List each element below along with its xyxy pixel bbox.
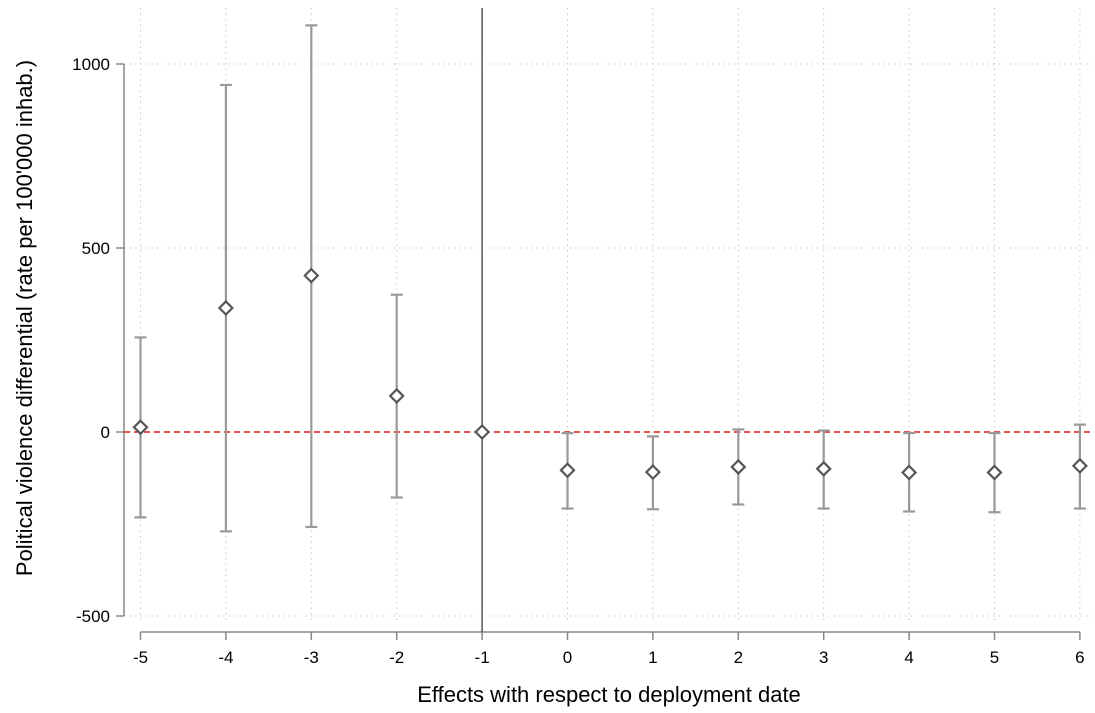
x-tick-label: -4 <box>218 648 233 667</box>
reference-lines <box>124 8 1093 632</box>
x-tick-label: 5 <box>990 648 999 667</box>
point-marker <box>644 464 661 481</box>
point-estimates <box>132 267 1088 481</box>
point-marker <box>986 464 1003 481</box>
point-marker <box>388 387 405 404</box>
point-marker <box>730 458 747 476</box>
x-tick-label: 3 <box>819 648 828 667</box>
point-marker <box>474 423 491 441</box>
x-tick-label: -5 <box>133 648 148 667</box>
x-tick-label: -3 <box>304 648 319 667</box>
tick-labels: -500 0 500 1000 -5 -4 -3 -2 -1 0 1 2 3 4 5 6 <box>72 55 1084 667</box>
y-tick-label: 500 <box>82 239 110 258</box>
y-tick-label: -500 <box>76 607 110 626</box>
x-tick-label: -1 <box>475 648 490 667</box>
y-tick-label: 0 <box>101 423 110 442</box>
confidence-intervals <box>134 24 1086 533</box>
x-axis-title: Effects with respect to deployment date <box>417 682 801 707</box>
y-tick-label: 1000 <box>72 55 110 74</box>
x-tick-label: 4 <box>904 648 913 667</box>
point-marker <box>217 299 234 317</box>
grid-lines <box>124 8 1093 622</box>
point-marker <box>815 460 832 477</box>
x-tick-label: 6 <box>1075 648 1084 667</box>
point-marker <box>132 419 149 436</box>
point-marker <box>901 464 918 481</box>
x-tick-label: 1 <box>648 648 657 667</box>
x-tick-label: 2 <box>734 648 743 667</box>
x-tick-label: 0 <box>563 648 572 667</box>
y-axis-title: Political violence differential (rate pe… <box>12 60 37 576</box>
axes <box>116 63 1081 640</box>
point-marker <box>303 267 320 284</box>
point-marker <box>1071 457 1088 474</box>
point-marker <box>559 462 576 479</box>
x-tick-label: -2 <box>389 648 404 667</box>
